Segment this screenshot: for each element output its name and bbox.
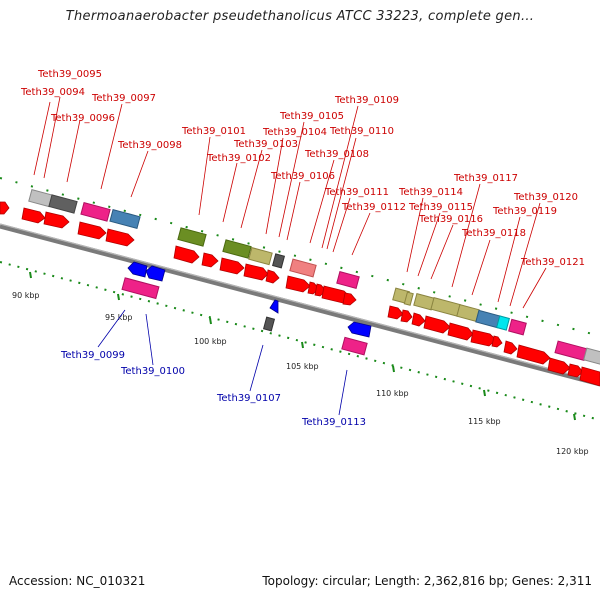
tick-label: 95 kbp <box>105 313 133 322</box>
topology-text: Topology: circular; Length: 2,362,816 bp… <box>262 574 592 588</box>
gene-label: Teth39_0098 <box>117 140 182 151</box>
gene-label: Teth39_0112 <box>341 202 406 213</box>
tick-label: 105 kbp <box>286 362 319 371</box>
backbone <box>0 223 600 387</box>
gene-arrow <box>387 305 404 320</box>
gene-arrow <box>503 340 518 355</box>
gene-arrow <box>77 221 107 240</box>
gene-label: Teth39_0107 <box>216 393 281 404</box>
cog-box <box>177 227 207 247</box>
gene-label: Teth39_0121 <box>520 257 585 268</box>
cog-box <box>109 208 141 230</box>
gene-label: Teth39_0113 <box>301 417 366 428</box>
gene-label: Teth39_0117 <box>453 173 518 184</box>
cog-box <box>508 318 527 336</box>
forward-genes <box>0 201 600 387</box>
tick-label: 120 kbp <box>556 447 589 456</box>
cog-box <box>583 347 600 365</box>
gene-label: Teth39_0108 <box>304 149 369 160</box>
gene-label: Teth39_0114 <box>398 187 463 198</box>
gene-arrow <box>411 312 426 327</box>
cog-box <box>222 239 252 259</box>
cog-box <box>336 271 360 289</box>
forward-cog-boxes <box>28 189 600 365</box>
gene-label: Teth39_0119 <box>492 206 557 217</box>
gene-label: Teth39_0095 <box>37 69 102 80</box>
gene-label: Teth39_0106 <box>270 171 335 182</box>
gene-arrow <box>423 315 451 334</box>
gene-label: Teth39_0111 <box>324 187 389 198</box>
gene-arrow <box>347 321 372 338</box>
cog-box <box>456 304 480 322</box>
cog-box <box>248 247 273 266</box>
gene-arrow <box>145 265 166 282</box>
gene-label: Teth39_0116 <box>418 214 483 225</box>
map-title: Thermoanaerobacter pseudethanolicus ATCC… <box>65 9 535 24</box>
tick-label: 110 kbp <box>376 389 409 398</box>
cog-box <box>496 315 510 331</box>
gene-arrow <box>201 252 219 268</box>
gene-label: Teth39_0094 <box>20 87 85 98</box>
gene-label: Teth39_0120 <box>513 192 578 203</box>
gene-arrow <box>105 228 135 247</box>
gene-arrow <box>579 366 600 387</box>
gene-label: Teth39_0099 <box>60 350 125 361</box>
cog-box <box>554 340 588 362</box>
cog-box <box>80 201 111 222</box>
gene-label: Teth39_0115 <box>408 202 473 213</box>
reverse-leaders <box>97 309 348 416</box>
reverse-gene-labels: Teth39_0099 Teth39_0100 Teth39_0107 Teth… <box>60 350 366 428</box>
major-ticks <box>29 271 576 421</box>
cog-box <box>272 253 286 269</box>
gene-label: Teth39_0118 <box>461 228 526 239</box>
gene-arrow <box>173 245 200 264</box>
gene-arrow <box>269 299 279 314</box>
gene-label: Teth39_0096 <box>50 113 115 124</box>
gene-arrow <box>265 269 280 284</box>
reverse-genes <box>127 261 372 338</box>
cog-box <box>475 309 501 329</box>
tick-label: 100 kbp <box>194 337 227 346</box>
tick-label: 90 kbp <box>12 291 40 300</box>
gene-label: Teth39_0097 <box>91 93 156 104</box>
cog-box <box>430 296 461 317</box>
gene-arrow <box>243 263 269 281</box>
gene-label: Teth39_0110 <box>329 126 394 137</box>
gene-arrow <box>400 309 413 323</box>
gene-label: Teth39_0103 <box>233 139 298 150</box>
accession-text: Accession: NC_010321 <box>9 574 146 588</box>
gene-arrow <box>342 292 357 306</box>
gene-label: Teth39_0104 <box>262 127 327 138</box>
cog-box <box>121 277 160 300</box>
gene-arrow <box>21 207 46 224</box>
gene-arrow <box>567 363 584 378</box>
gene-arrow <box>447 322 474 341</box>
gene-arrow <box>0 201 10 215</box>
gene-arrow <box>219 257 245 275</box>
reverse-cog-boxes <box>121 277 368 356</box>
gene-arrow <box>547 357 571 375</box>
cog-box <box>289 258 317 278</box>
cog-box <box>28 189 53 208</box>
gene-label: Teth39_0102 <box>206 153 271 164</box>
gene-arrow <box>516 344 551 365</box>
forward-leaders <box>33 96 547 309</box>
gene-label: Teth39_0105 <box>279 111 344 122</box>
gene-label: Teth39_0100 <box>120 366 185 377</box>
gene-arrow <box>285 275 311 293</box>
forward-gene-labels: Teth39_0095 Teth39_0094 Teth39_0097 Teth… <box>20 69 585 268</box>
gene-label: Teth39_0109 <box>334 95 399 106</box>
cog-box <box>341 336 368 356</box>
cog-box <box>48 194 78 214</box>
gene-arrow <box>491 335 503 348</box>
gene-label: Teth39_0101 <box>181 126 246 137</box>
tick-label: 115 kbp <box>468 417 501 426</box>
cog-box <box>262 316 276 332</box>
cog-box <box>403 291 414 306</box>
gene-arrow <box>43 211 70 229</box>
